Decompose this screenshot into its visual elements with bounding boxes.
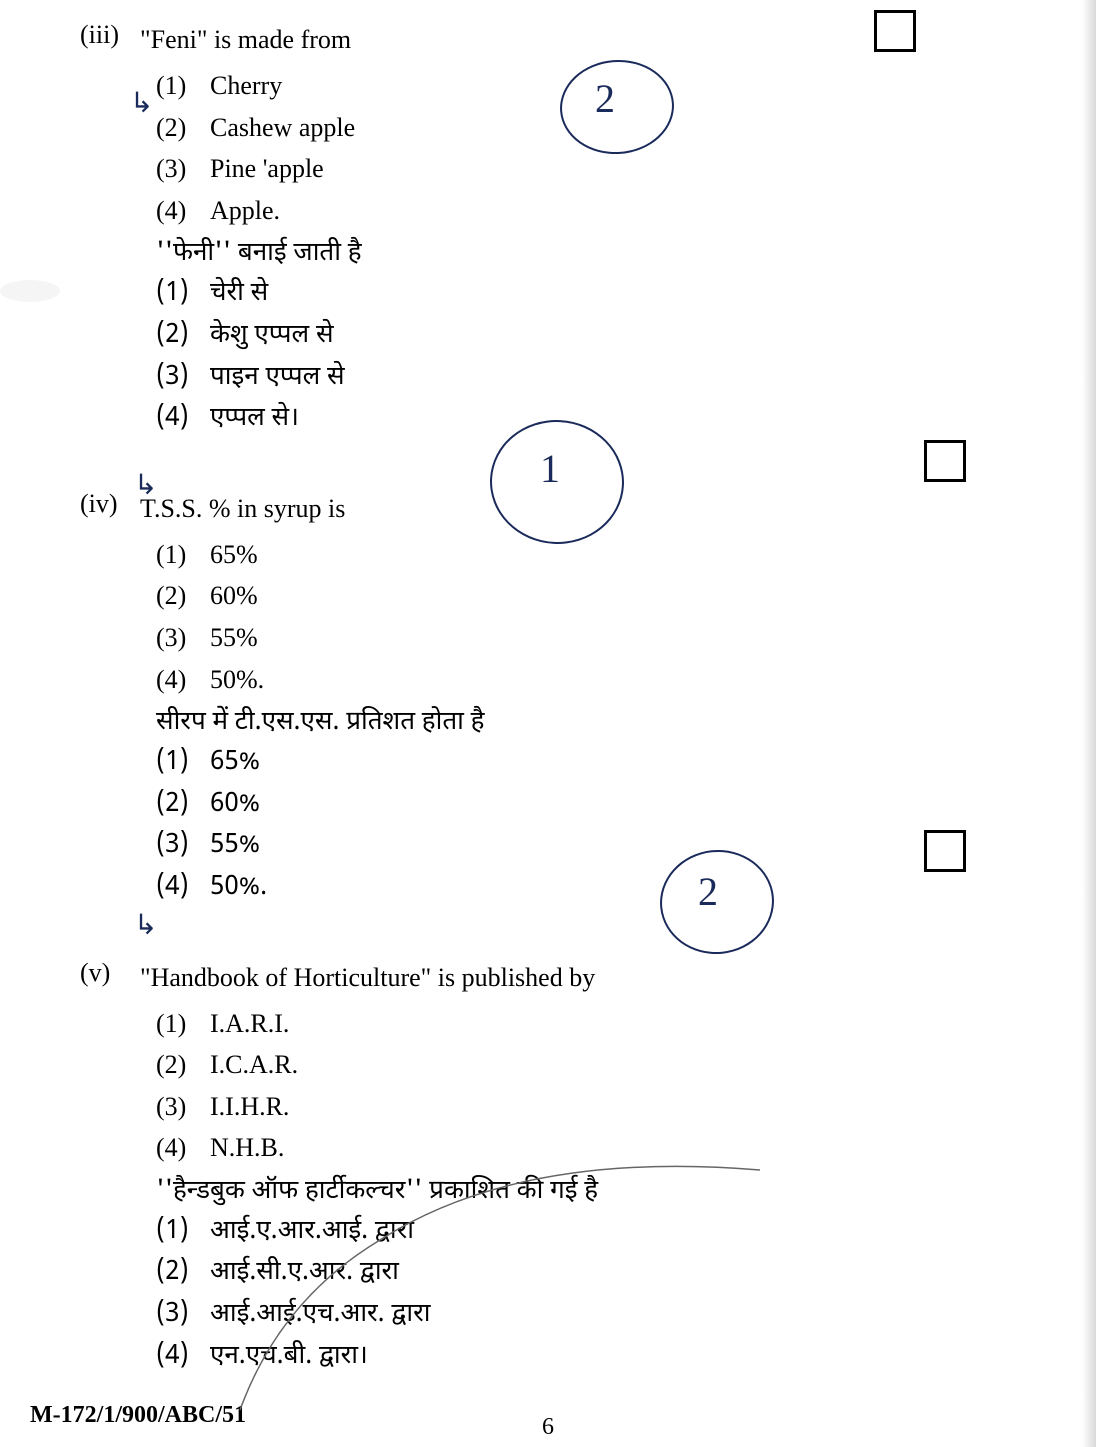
- options-english: (1)65% (2)60% (3)55% (4)50%.: [156, 534, 1056, 700]
- question-text-hi: सीरप में टी.एस.एस. प्रतिशत होता है (1)65…: [156, 704, 1056, 909]
- exam-page: (iii) "Feni" is made from (1)Cherry (2)C…: [0, 0, 1096, 1447]
- option-number: (4): [156, 399, 210, 441]
- question-number: (v): [80, 958, 140, 988]
- option-text: 50%.: [210, 659, 264, 701]
- answer-box-icon: [924, 830, 966, 872]
- option-text: 50%.: [210, 868, 267, 910]
- question-text-en: "Feni" is made from: [140, 20, 351, 59]
- question-text-hi: ''फेनी'' बनाई जाती है (1)चेरी से (2)केशु…: [156, 235, 1056, 440]
- scan-smudge: [0, 280, 60, 302]
- option-text: I.I.H.R.: [210, 1086, 289, 1128]
- option-number: (4): [156, 190, 210, 232]
- option-text: 55%: [210, 826, 260, 868]
- option-text: Apple.: [210, 190, 280, 232]
- question-number: (iii): [80, 20, 140, 50]
- option-text: Pine 'apple: [210, 148, 324, 190]
- option-number: (3): [156, 148, 210, 190]
- question-iv: (iv) T.S.S. % in syrup is (1)65% (2)60% …: [80, 489, 1056, 910]
- handwritten-answer: 2: [595, 75, 615, 122]
- option-number: (4): [156, 659, 210, 701]
- option-text: I.A.R.I.: [210, 1003, 289, 1045]
- question-number: (iv): [80, 489, 140, 519]
- handwritten-tick-icon: ↳: [134, 908, 157, 941]
- option-text: I.C.A.R.: [210, 1044, 298, 1086]
- option-number: (1): [156, 534, 210, 576]
- option-text: केशु एप्पल से: [210, 316, 334, 358]
- option-text: चेरी से: [210, 274, 268, 316]
- handwritten-answer: 2: [698, 868, 718, 915]
- question-text-en: "Handbook of Horticulture" is published …: [140, 958, 595, 997]
- option-text: Cashew apple: [210, 107, 355, 149]
- option-text: 60%: [210, 785, 260, 827]
- option-number: (2): [156, 785, 210, 827]
- scan-edge-shadow: [1082, 0, 1096, 1447]
- option-text: 65%: [210, 743, 260, 785]
- question-text-hindi: सीरप में टी.एस.एस. प्रतिशत होता है: [156, 704, 484, 743]
- question-text-hindi: ''फेनी'' बनाई जाती है: [156, 235, 362, 274]
- handwritten-tick-icon: ↳: [130, 86, 153, 119]
- options-english: (1)I.A.R.I. (2)I.C.A.R. (3)I.I.H.R. (4)N…: [156, 1003, 1056, 1169]
- option-number: (3): [156, 617, 210, 659]
- option-number: (2): [156, 316, 210, 358]
- answer-box-icon: [874, 10, 916, 52]
- option-number: (3): [156, 826, 210, 868]
- option-number: (4): [156, 868, 210, 910]
- option-text: एप्पल से।: [210, 399, 299, 441]
- question-text-en: T.S.S. % in syrup is: [140, 489, 345, 528]
- option-number: (3): [156, 358, 210, 400]
- option-text: 55%: [210, 617, 258, 659]
- option-number: (2): [156, 1044, 210, 1086]
- option-number: (1): [156, 743, 210, 785]
- handwritten-stroke-icon: [200, 1160, 800, 1420]
- option-number: (1): [156, 274, 210, 316]
- handwritten-answer: 1: [540, 445, 560, 492]
- option-text: Cherry: [210, 65, 282, 107]
- option-text: पाइन एप्पल से: [210, 358, 345, 400]
- option-text: 65%: [210, 534, 258, 576]
- option-text: 60%: [210, 575, 258, 617]
- option-number: (1): [156, 65, 210, 107]
- option-number: (3): [156, 1086, 210, 1128]
- answer-box-icon: [924, 440, 966, 482]
- handwritten-tick-icon: ↳: [134, 468, 157, 501]
- option-number: (2): [156, 575, 210, 617]
- option-number: (1): [156, 1003, 210, 1045]
- option-number: (2): [156, 107, 210, 149]
